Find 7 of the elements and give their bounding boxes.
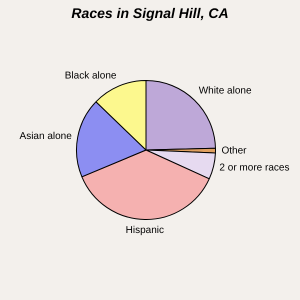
slice-label: White alone (198, 86, 252, 97)
slice-label: Other (221, 145, 248, 156)
chart-title: Races in Signal Hill, CA (71, 4, 229, 21)
slice-label: Hispanic (126, 225, 164, 236)
slice-label: Asian alone (20, 130, 72, 142)
slice-label: 2 or more races (219, 162, 290, 174)
slice-label: Black alone (64, 70, 117, 82)
